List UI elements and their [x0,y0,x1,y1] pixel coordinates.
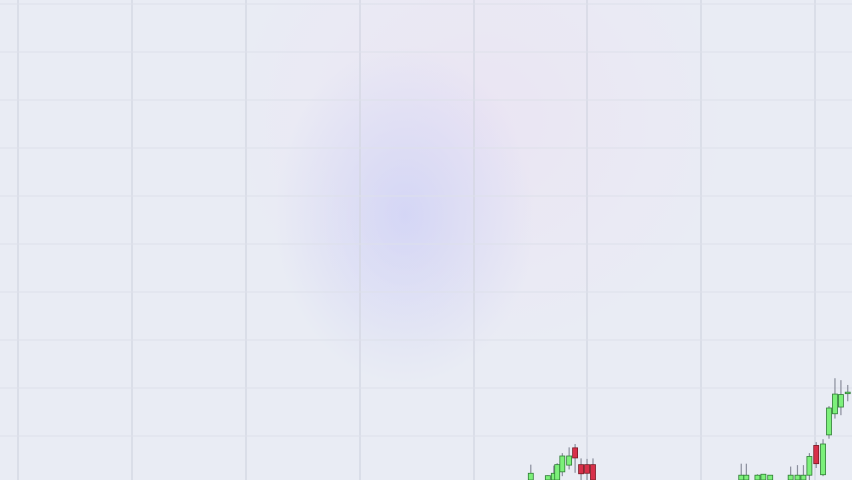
bullish-candle [826,406,832,439]
candle-body [754,474,761,480]
bullish-candle [794,465,801,480]
candle-body [738,474,745,480]
candle-body [800,474,807,480]
candle-body [767,474,774,480]
bullish-candle [760,473,767,480]
candle-body [844,391,851,395]
bullish-candle [743,463,750,480]
bearish-candle [572,444,578,473]
bullish-candle [838,380,844,416]
candle-body [813,445,820,465]
candle-body [838,394,844,408]
bearish-candle [590,458,596,480]
candle-body [832,393,838,415]
bullish-candle [767,474,774,480]
bearish-candle [813,442,820,468]
bearish-candle [584,458,590,480]
bullish-candle [566,447,573,470]
candle-body [584,464,590,474]
bullish-candle [844,384,851,402]
bearish-candle [578,458,584,480]
candle-body [527,472,534,480]
bullish-candle [527,464,534,480]
candle-body [743,474,750,480]
bullish-candle [559,453,566,477]
bullish-candle [738,463,745,480]
candle-body [806,456,813,476]
bullish-candle [754,474,761,480]
bullish-candle [787,466,794,480]
bullish-candle [544,475,551,480]
candle-body [794,474,801,480]
candle-series [527,378,851,480]
candle-body [760,473,767,480]
bullish-candle [554,463,561,480]
candle-body [559,455,566,473]
candle-body [590,464,596,480]
bullish-candle [820,439,826,477]
candle-body [544,475,551,480]
bullish-candle [832,378,838,419]
candle-body [554,464,561,480]
candle-body [572,447,578,459]
candle-body [566,455,573,466]
candle-body [820,443,826,476]
candle-body [787,474,794,480]
bullish-candle [800,465,807,480]
candle-body [826,407,832,436]
candle-body [578,464,584,475]
bullish-candle [806,453,813,480]
